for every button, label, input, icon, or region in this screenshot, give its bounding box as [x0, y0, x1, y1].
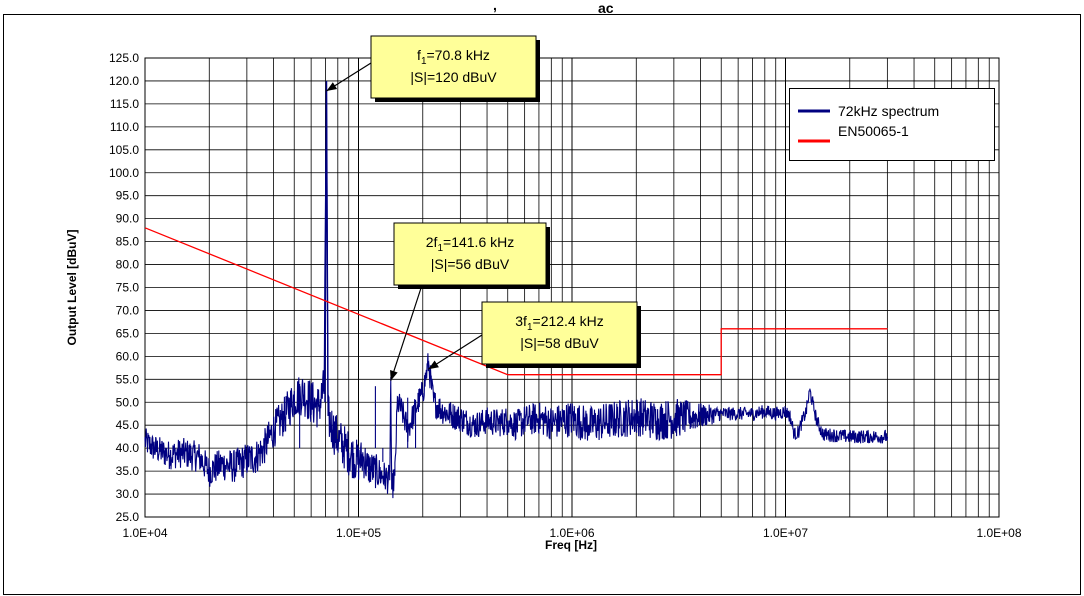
legend-label-spectrum: 72kHz spectrum [838, 103, 939, 119]
y-tick-label: 85.0 [116, 235, 140, 249]
annotation-callout: 2f1=141.6 kHz|S|=56 dBuV [390, 222, 550, 381]
x-tick-label: 1.0E+05 [336, 526, 381, 540]
annotation-arrow-head [326, 82, 338, 91]
y-tick-label: 50.0 [116, 395, 140, 409]
annotation-arrow-line [390, 284, 423, 381]
annotation-arrow-head [390, 369, 398, 381]
annotation-text-main: f [417, 47, 421, 63]
top-text-subscript: ac [598, 0, 614, 16]
x-tick-label: 1.0E+07 [763, 526, 808, 540]
annotation-line-2: |S|=56 dBuV [431, 256, 510, 272]
axes: 25.0 30.0 35.0 40.0 45.0 50.0 55.0 60.0 65.0 70.0… [109, 51, 1022, 540]
y-tick-label: 115.0 [110, 97, 139, 111]
y-tick-label: 80.0 [116, 258, 140, 272]
annotation-line-2: |S|=58 dBuV [520, 335, 599, 351]
x-tick-label: 1.0E+08 [976, 526, 1021, 540]
y-tick-label: 100.0 [109, 166, 139, 180]
annotation-line-1: 2f1=141.6 kHz [426, 234, 514, 254]
y-tick-label: 30.0 [116, 487, 140, 501]
plot-border [144, 57, 1000, 518]
y-tick-label: 110.0 [110, 120, 139, 134]
y-tick-label: 65.0 [116, 326, 140, 340]
annotation-line-2: |S|=120 dBuV [410, 69, 497, 85]
y-tick-label: 35.0 [116, 464, 140, 478]
annotation-text-sub: 1 [527, 322, 533, 333]
x-axis-title: Freq [Hz] [545, 538, 597, 552]
x-tick-label: 1.0E+04 [122, 526, 167, 540]
legend-box [789, 88, 995, 161]
top-text-prefix: , [493, 0, 497, 13]
annotation-text-sub: 1 [437, 243, 443, 254]
y-tick-label: 75.0 [116, 281, 140, 295]
x-tick-label: 1.0E+06 [549, 526, 594, 540]
y-tick-label: 70.0 [116, 303, 140, 317]
series-line-en50065-1 [144, 227, 888, 376]
annotation-text-sub: 1 [421, 56, 427, 67]
y-tick-label: 95.0 [116, 189, 140, 203]
annotation-text-rest: =70.8 kHz [427, 47, 490, 63]
annotation-text-rest: =212.4 kHz [533, 313, 604, 329]
spectrum-peak-f1 [324, 80, 329, 403]
y-tick-label: 120.0 [109, 74, 139, 88]
series-line-72khz-spectrum [144, 80, 888, 499]
y-tick-label: 90.0 [116, 212, 140, 226]
annotation-line-1: 3f1=212.4 kHz [515, 313, 603, 333]
annotation-text-main: 2f [426, 234, 438, 250]
y-tick-label: 125.0 [109, 51, 139, 65]
y-axis-title: Output Level [dBuV] [65, 230, 79, 346]
annotation-callout: f1=70.8 kHz |S|=120 dBuV [326, 35, 540, 102]
annotation-box [370, 35, 537, 99]
annotation-box [481, 301, 638, 365]
annotation-text-main: 3f [515, 313, 527, 329]
annotation-line-1: f1=70.8 kHz [417, 47, 490, 67]
annotation-callout: 3f1=212.4 kHz |S|=58 dBuV [428, 301, 641, 370]
y-tick-label: 55.0 [116, 372, 140, 386]
y-tick-label: 45.0 [116, 418, 140, 432]
annotation-arrow-line [428, 334, 483, 370]
y-tick-label: 25.0 [116, 510, 140, 524]
y-tick-label: 60.0 [116, 349, 140, 363]
y-tick-label: 105.0 [109, 143, 139, 157]
legend-label-limit: EN50065-1 [838, 123, 909, 139]
annotation-text-rest: =141.6 kHz [443, 234, 514, 250]
annotation-box [393, 222, 547, 286]
legend: 72kHz spectrum EN50065-1 [789, 88, 995, 161]
plot-area [144, 80, 888, 499]
y-tick-label: 40.0 [116, 441, 140, 455]
annotation-arrow-head [428, 360, 439, 370]
